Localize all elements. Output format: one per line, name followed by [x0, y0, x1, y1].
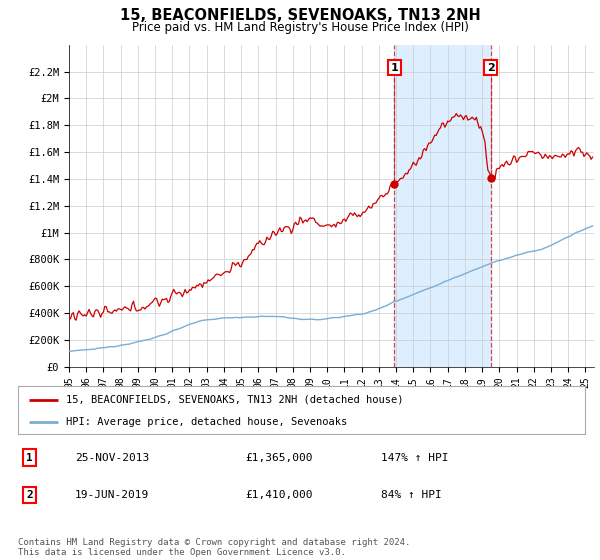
Text: 84% ↑ HPI: 84% ↑ HPI — [381, 490, 442, 500]
Text: 1: 1 — [26, 453, 33, 463]
Text: 2: 2 — [26, 490, 33, 500]
Text: Price paid vs. HM Land Registry's House Price Index (HPI): Price paid vs. HM Land Registry's House … — [131, 21, 469, 34]
Text: 25-NOV-2013: 25-NOV-2013 — [75, 453, 149, 463]
Text: HPI: Average price, detached house, Sevenoaks: HPI: Average price, detached house, Seve… — [66, 417, 347, 427]
Text: 147% ↑ HPI: 147% ↑ HPI — [381, 453, 448, 463]
Text: 15, BEACONFIELDS, SEVENOAKS, TN13 2NH (detached house): 15, BEACONFIELDS, SEVENOAKS, TN13 2NH (d… — [66, 395, 404, 405]
Bar — [394, 45, 491, 367]
Text: £1,410,000: £1,410,000 — [245, 490, 313, 500]
Text: 1: 1 — [391, 63, 398, 72]
Text: 19-JUN-2019: 19-JUN-2019 — [75, 490, 149, 500]
Text: £1,365,000: £1,365,000 — [245, 453, 313, 463]
Text: 2: 2 — [487, 63, 494, 72]
Text: 15, BEACONFIELDS, SEVENOAKS, TN13 2NH: 15, BEACONFIELDS, SEVENOAKS, TN13 2NH — [119, 8, 481, 24]
Text: Contains HM Land Registry data © Crown copyright and database right 2024.
This d: Contains HM Land Registry data © Crown c… — [18, 538, 410, 557]
